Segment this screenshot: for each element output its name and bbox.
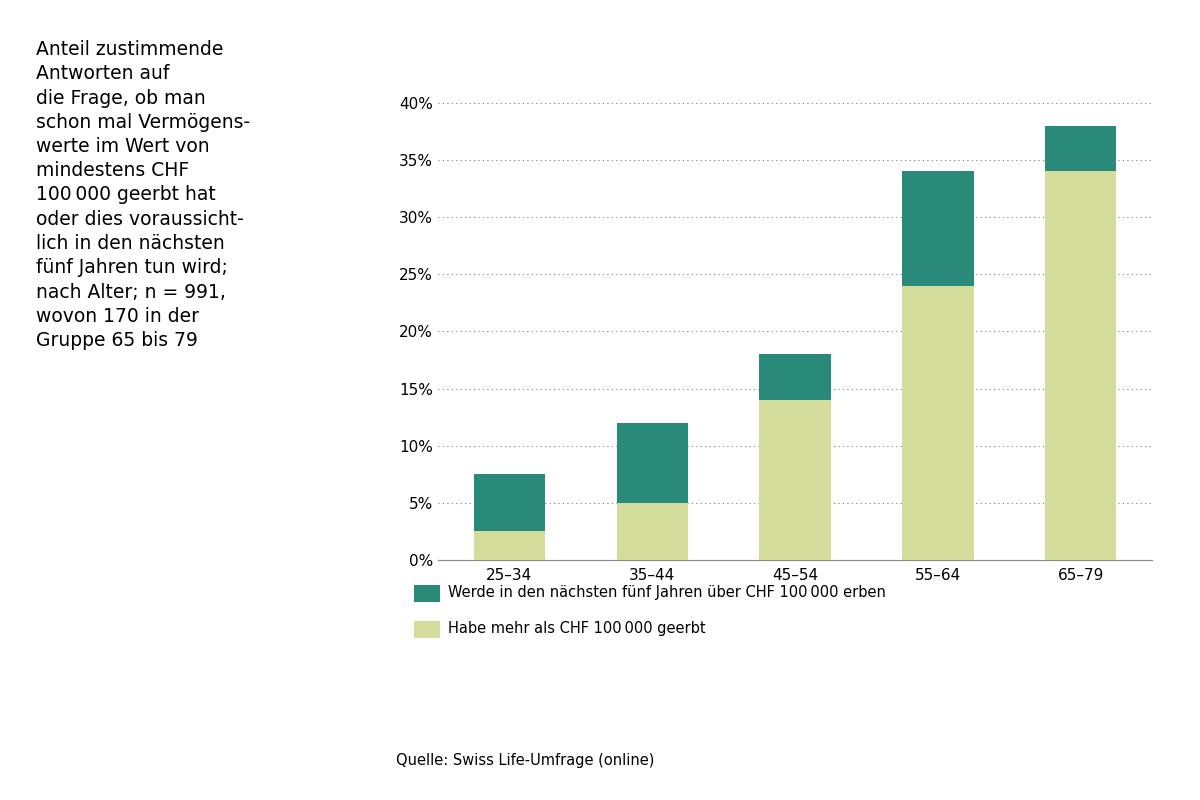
Bar xyxy=(617,503,688,560)
Text: Habe mehr als CHF 100 000 geerbt: Habe mehr als CHF 100 000 geerbt xyxy=(448,622,706,636)
Text: Quelle: Swiss Life-Umfrage (online): Quelle: Swiss Life-Umfrage (online) xyxy=(396,753,654,768)
Bar xyxy=(902,171,973,286)
Text: Werde in den nächsten fünf Jahren über CHF 100 000 erben: Werde in den nächsten fünf Jahren über C… xyxy=(448,586,886,600)
Bar xyxy=(474,474,545,531)
Bar xyxy=(1045,171,1116,560)
Bar xyxy=(474,531,545,560)
Bar xyxy=(1045,126,1116,171)
Text: Anteil zustimmende
Antworten auf
die Frage, ob man
schon mal Vermögens-
werte im: Anteil zustimmende Antworten auf die Fra… xyxy=(36,40,250,350)
Bar xyxy=(902,286,973,560)
Bar xyxy=(760,354,830,400)
Bar xyxy=(760,400,830,560)
Bar xyxy=(617,423,688,503)
